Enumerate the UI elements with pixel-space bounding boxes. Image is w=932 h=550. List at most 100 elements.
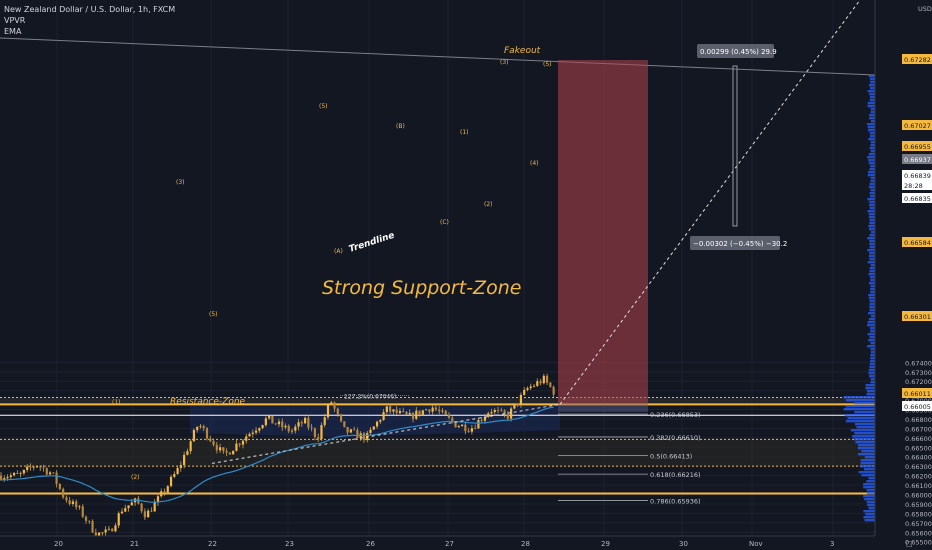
symbol-title[interactable]: New Zealand Dollar / U.S. Dollar, 1h, FX… (4, 5, 176, 14)
candle-body (307, 417, 310, 428)
price-tag-box (902, 401, 932, 411)
wave-label: (5) (319, 103, 328, 110)
candle-body (222, 447, 225, 451)
volume-bar (866, 390, 875, 393)
volume-bar (868, 162, 875, 165)
candle-body (274, 423, 277, 425)
resistance-zone (0, 397, 875, 405)
candle-body (483, 417, 487, 421)
volume-bar (853, 438, 875, 441)
time-tick-label: 23 (285, 540, 294, 548)
volume-bar (866, 393, 875, 396)
candle-body (248, 433, 251, 437)
candle-body (552, 386, 555, 395)
fib-level-label: 0.618(0.66216) (650, 471, 701, 479)
volume-bar (869, 222, 875, 225)
candle-body (408, 412, 411, 415)
time-tick-label: 22 (208, 540, 217, 548)
candle-body (176, 468, 179, 475)
volume-bar (845, 399, 875, 402)
volume-bar (868, 213, 875, 216)
volume-bar (868, 159, 875, 162)
volume-bar (870, 330, 875, 333)
volume-bar (867, 321, 875, 324)
volume-bar (866, 480, 875, 483)
candle-body (539, 381, 542, 384)
volume-bar (867, 90, 875, 93)
fib-level-label: 0.786(0.65936) (650, 498, 701, 506)
volume-bar (870, 327, 875, 330)
volume-bar (870, 189, 875, 192)
price-tag-label: 28:28 (904, 182, 923, 190)
candle-body (199, 426, 202, 427)
wave-label: (4) (530, 160, 539, 167)
candle-body (232, 450, 235, 455)
candle-body (385, 406, 388, 413)
candle-body (402, 410, 405, 412)
volume-bar (869, 363, 875, 366)
candle-body (297, 422, 300, 427)
currency-label: USD (918, 5, 932, 13)
volume-bar (869, 270, 875, 273)
price-tag-box (902, 311, 932, 321)
candle-body (130, 502, 133, 506)
volume-bar (868, 75, 875, 78)
candle-body (120, 511, 124, 514)
candle-body (12, 472, 16, 476)
volume-bar (870, 120, 875, 123)
candle-body (300, 422, 303, 424)
volume-bar (870, 288, 875, 291)
candle-body (143, 511, 146, 518)
price-tick-label: 0.67400 (905, 359, 932, 367)
ema-indicator-label[interactable]: EMA (4, 27, 22, 36)
volume-bar (870, 81, 875, 84)
price-axis-background (875, 0, 932, 550)
candle-body (372, 426, 375, 430)
volume-bar (869, 300, 875, 303)
volume-bar (867, 249, 875, 252)
price-tag-box (902, 170, 932, 180)
volume-bar (843, 408, 875, 411)
volume-bar (856, 426, 875, 429)
candle-body (421, 410, 424, 415)
volume-bar (847, 417, 875, 420)
volume-bar (855, 423, 875, 426)
volume-bar (864, 456, 875, 459)
volume-bar (864, 519, 875, 522)
candle-body (353, 429, 356, 431)
volume-bar (869, 228, 875, 231)
volume-bar (863, 510, 875, 513)
volume-bar (857, 444, 875, 447)
price-tick-label: 0.66400 (905, 454, 932, 462)
candle-body (317, 437, 320, 440)
candle-body (480, 419, 483, 421)
candle-body (166, 486, 169, 493)
price-tag-label: 0.66835 (904, 195, 931, 203)
candle-body (169, 476, 173, 487)
candle-body (362, 433, 366, 441)
volume-bar (869, 240, 875, 243)
candle-body (431, 407, 434, 412)
vpvr-indicator-label[interactable]: VPVR (4, 16, 26, 25)
price-tick-label: 0.66700 (905, 425, 932, 433)
volume-bar (870, 264, 875, 267)
candle-body (58, 483, 61, 489)
candle-body (3, 478, 6, 480)
volume-bar (867, 156, 875, 159)
volume-bar (870, 177, 875, 180)
candle-body (523, 389, 526, 395)
volume-bar (869, 195, 875, 198)
volume-bar (870, 348, 875, 351)
volume-bar (870, 108, 875, 111)
price-tag-label: 0.66005 (904, 403, 931, 411)
candle-body (398, 410, 402, 414)
price-tick-label: 0.66800 (905, 416, 932, 424)
price-tick-label: 0.66200 (905, 473, 932, 481)
candle-body (545, 375, 549, 383)
price-tag-label: 0.66955 (904, 143, 931, 151)
volume-bar (869, 267, 875, 270)
upper-trendline (0, 37, 876, 76)
candle-body (261, 425, 264, 429)
candle-body (467, 431, 470, 432)
